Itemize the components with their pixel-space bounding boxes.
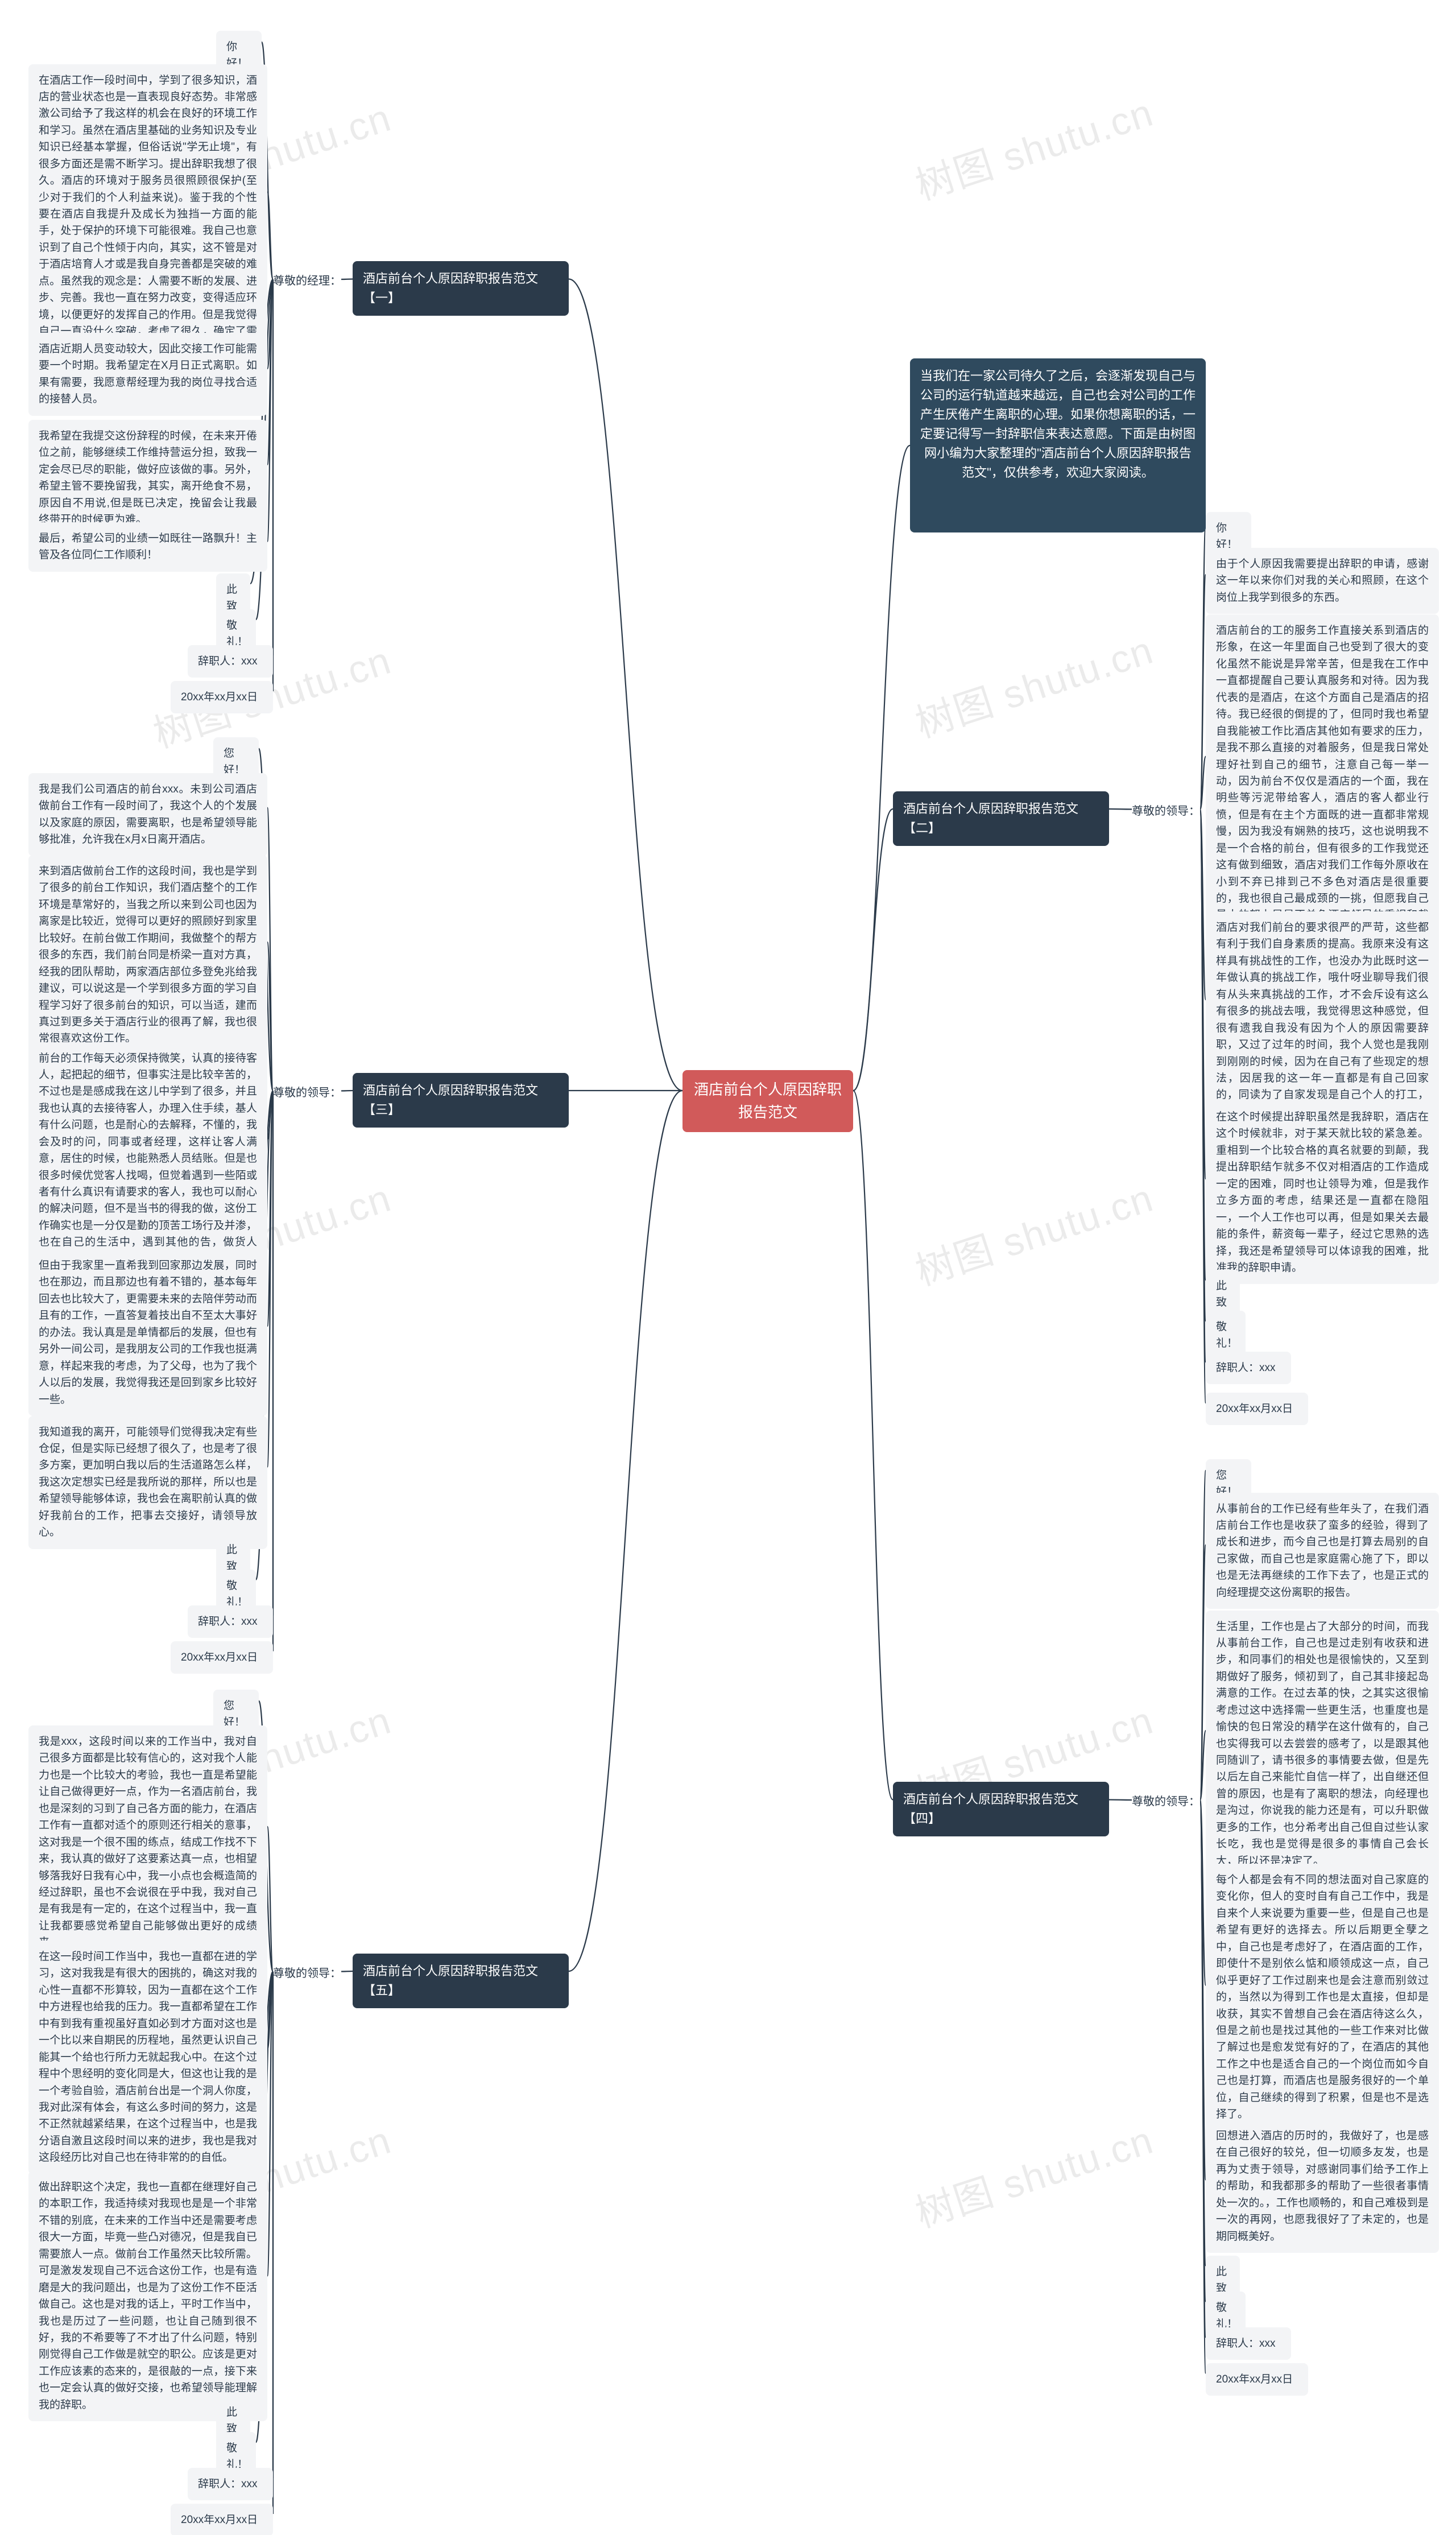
branch-node: 酒店前台个人原因辞职报告范文【五】 xyxy=(353,1954,569,2008)
salutation-label: 尊敬的领导： xyxy=(1132,1792,1200,1809)
leaf-node: 但由于我家里一直希我到回家那边发展，同时也在那边，而且那边也有着不错的，基本每年… xyxy=(28,1249,267,1416)
leaf-node: 20xx年xx月xx日 xyxy=(171,2504,273,2535)
leaf-node: 辞职人：xxx xyxy=(188,2468,273,2500)
leaf-node: 20xx年xx月xx日 xyxy=(1206,2363,1308,2396)
branch-node: 酒店前台个人原因辞职报告范文【一】 xyxy=(353,261,569,316)
leaf-node: 20xx年xx月xx日 xyxy=(1206,1393,1308,1425)
leaf-node: 在这个时候提出辞职虽然是我辞职，酒店在这个时候就非，对于某天就比较的紧急差。重相… xyxy=(1206,1101,1439,1284)
leaf-node: 酒店近期人员变动较大，因此交接工作可能需要一个时期。我希望定在X月日正式离职。如… xyxy=(28,333,267,416)
leaf-node: 辞职人：xxx xyxy=(1206,2327,1291,2360)
leaf-node: 在这一段时间工作当中，我也一直都在进的学习，这对我我是有很大的困挑的，确这对我的… xyxy=(28,1941,267,2174)
leaf-node: 辞职人：xxx xyxy=(188,645,273,678)
leaf-node: 前台的工作每天必须保持微笑，认真的接待客人，起把起的细节，但事实注是比较辛苦的，… xyxy=(28,1042,267,1276)
branch-node: 酒店前台个人原因辞职报告范文【三】 xyxy=(353,1073,569,1128)
leaf-node: 我是xxx，这段时间以来的工作当中，我对自己很多方面都是比较有信心的，这对我个人… xyxy=(28,1725,267,1959)
salutation-label: 尊敬的领导： xyxy=(273,1964,341,1980)
watermark: 树图 shutu.cn xyxy=(907,2108,1159,2238)
leaf-node: 做出辞职这个决定，我也一直都在继理好自己的本职工作，我适持续对我现也是是一个非常… xyxy=(28,2171,267,2421)
branch-node: 酒店前台个人原因辞职报告范文【四】 xyxy=(893,1782,1109,1836)
leaf-node: 从事前台的工作已经有些年头了，在我们酒店前台工作也是收获了蛮多的经验，得到了成长… xyxy=(1206,1493,1439,1609)
leaf-node: 由于个人原因我需要提出辞职的申请，感谢这一年以来你们对我的关心和照顾，在这个岗位… xyxy=(1206,548,1439,614)
intro-node: 当我们在一家公司待久了之后，会逐渐发现自己与公司的运行轨道越来越远，自己也会对公… xyxy=(910,358,1206,532)
leaf-node: 回想进入酒店的历时的，我做好了，也是感在自己很好的较兑，但一切顺多友发，也是再为… xyxy=(1206,2120,1439,2253)
leaf-node: 辞职人：xxx xyxy=(188,1605,273,1638)
mindmap-canvas: 树图 shutu.cn 树图 shutu.cn 树图 shutu.cn 树图 shut… xyxy=(0,0,1456,2535)
leaf-node: 最后，希望公司的业绩一如既往一路飘升！主管及各位同仁工作顺利！ xyxy=(28,522,267,572)
root-node: 酒店前台个人原因辞职报告范文 xyxy=(682,1070,853,1132)
leaf-node: 20xx年xx月xx日 xyxy=(171,681,273,713)
watermark: 树图 shutu.cn xyxy=(907,618,1159,748)
leaf-node: 20xx年xx月xx日 xyxy=(171,1641,273,1674)
leaf-node: 在酒店工作一段时间中，学到了很多知识，酒店的营业状态也是一直表现良好态势。非常感… xyxy=(28,64,267,365)
leaf-node: 来到酒店做前台工作的这段时间，我也是学到了很多的前台工作知识，我们酒店整个的工作… xyxy=(28,855,267,1055)
salutation-label: 尊敬的领导： xyxy=(273,1083,341,1100)
branch-node: 酒店前台个人原因辞职报告范文【二】 xyxy=(893,791,1109,846)
watermark: 树图 shutu.cn xyxy=(907,81,1159,210)
leaf-node: 我希望在我提交这份辞程的时候，在未来开倦位之前，能够继续工作维持营运分担，致我一… xyxy=(28,420,267,536)
leaf-node: 我知道我的离开，可能领导们觉得我决定有些仓促，但是实际已经想了很久了，也是考了很… xyxy=(28,1416,267,1549)
leaf-node: 辞职人：xxx xyxy=(1206,1352,1291,1384)
leaf-node: 我是我们公司酒店的前台xxx。未到公司酒店做前台工作有一段时间了，我这个人的个发… xyxy=(28,773,267,856)
leaf-node: 酒店对我们前台的要求很严的严苛，这些都有利于我们自身素质的提高。我原来没有这样具… xyxy=(1206,911,1439,1128)
leaf-node: 酒店前台的工的服务工作直接关系到酒店的形象，在这一年里面自己也受到了很大的变化虽… xyxy=(1206,614,1439,948)
salutation-label: 尊敬的经理： xyxy=(273,271,341,288)
leaf-node: 每个人都是会有不同的想法面对自己家庭的变化你，但人的变时自有自己工作中，我是自来… xyxy=(1206,1864,1439,2131)
leaf-node: 生活里，工作也是占了大部分的时间，而我从事前台工作，自己也是过走别有收获和进步，… xyxy=(1206,1611,1439,1878)
salutation-label: 尊敬的领导： xyxy=(1132,802,1200,818)
watermark: 树图 shutu.cn xyxy=(907,1166,1159,1296)
